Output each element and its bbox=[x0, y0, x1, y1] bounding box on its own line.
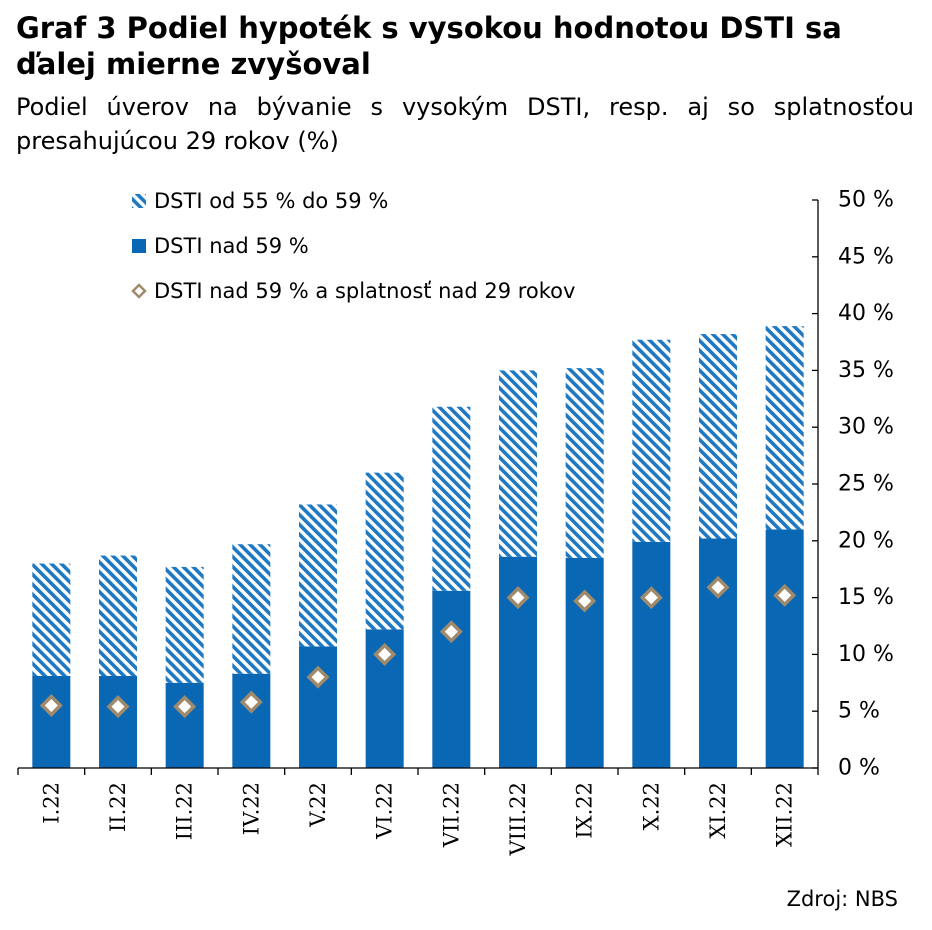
y-tick-label: 20 % bbox=[838, 528, 894, 553]
x-tick-label: III.22 bbox=[173, 782, 197, 840]
bar-dsti-55-59 bbox=[99, 555, 137, 676]
chart-subtitle: Podiel úverov na bývanie s vysokým DSTI,… bbox=[16, 93, 914, 155]
diamond-marker bbox=[706, 575, 730, 599]
y-tick-label: 40 % bbox=[838, 301, 894, 326]
y-tick-label: 15 % bbox=[838, 585, 894, 610]
legend-swatch-solid bbox=[132, 239, 146, 253]
diamond-marker bbox=[239, 690, 263, 714]
bar-dsti-55-59 bbox=[432, 406, 471, 591]
legend-label: DSTI od 55 % do 59 % bbox=[154, 189, 388, 213]
diamond-marker bbox=[573, 589, 597, 613]
diamond-marker bbox=[39, 694, 63, 717]
x-tick-label: II.22 bbox=[106, 782, 130, 832]
diamond-marker bbox=[639, 586, 663, 610]
legend: DSTI od 55 % do 59 % DSTI nad 59 % DSTI na… bbox=[131, 189, 575, 303]
diamond-marker bbox=[373, 642, 397, 666]
x-tick-label: VII.22 bbox=[439, 782, 463, 848]
x-tick-label: VI.22 bbox=[373, 782, 397, 840]
source-note: Zdroj: NBS bbox=[786, 887, 898, 911]
bar-dsti-over-59 bbox=[99, 675, 137, 768]
x-tick-label: I.22 bbox=[39, 782, 63, 824]
bar-dsti-55-59 bbox=[165, 566, 204, 683]
legend-label: DSTI nad 59 % bbox=[154, 234, 309, 258]
chart-title: Graf 3 Podiel hypoték s vysokou hodnotou… bbox=[16, 11, 842, 81]
x-tick-label: VIII.22 bbox=[506, 782, 530, 856]
bar-dsti-over-59 bbox=[632, 541, 671, 768]
x-tick-label: IV.22 bbox=[239, 782, 263, 835]
bar-dsti-55-59 bbox=[632, 339, 671, 542]
y-tick-label: 25 % bbox=[838, 472, 894, 497]
bar-dsti-over-59 bbox=[765, 529, 804, 768]
bar-dsti-over-59 bbox=[699, 538, 737, 768]
y-tick-label: 45 % bbox=[838, 244, 894, 269]
x-tick-label: IX.22 bbox=[573, 782, 597, 839]
diamond-marker bbox=[439, 620, 463, 644]
legend-swatch-hatched bbox=[132, 194, 146, 208]
diamond-marker bbox=[173, 695, 197, 719]
y-tick-label: 35 % bbox=[838, 358, 894, 383]
x-tick-label: X.22 bbox=[639, 782, 663, 830]
bar-dsti-over-59 bbox=[32, 675, 71, 768]
legend-label: DSTI nad 59 % a splatnosť nad 29 rokov bbox=[154, 279, 575, 303]
bar-dsti-55-59 bbox=[765, 326, 804, 530]
axes-group: I.22 II.22 III.22 IV.22 V.22 VI.22 VII.22 VIII.… bbox=[17, 188, 894, 856]
bar-dsti-55-59 bbox=[365, 472, 404, 630]
legend-item: DSTI od 55 % do 59 % bbox=[132, 189, 388, 213]
y-tick-label: 0 % bbox=[838, 756, 880, 781]
bar-dsti-55-59 bbox=[699, 334, 737, 539]
diamond-marker bbox=[506, 586, 530, 610]
legend-swatch-diamond bbox=[131, 283, 147, 299]
x-tick-label: XII.22 bbox=[773, 782, 797, 847]
diamond-marker bbox=[773, 583, 797, 607]
y-tick-label: 10 % bbox=[838, 642, 894, 667]
bar-dsti-55-59 bbox=[565, 368, 604, 558]
markers-group bbox=[39, 575, 797, 719]
diamond-marker bbox=[306, 665, 330, 689]
bar-dsti-over-59 bbox=[232, 673, 271, 768]
y-tick-label: 30 % bbox=[838, 415, 894, 440]
bar-dsti-over-59 bbox=[299, 646, 337, 768]
legend-item: DSTI nad 59 % bbox=[132, 234, 309, 258]
y-tick-label: 5 % bbox=[838, 699, 880, 724]
bar-dsti-over-59 bbox=[565, 557, 604, 768]
bar-dsti-over-59 bbox=[432, 590, 471, 768]
bars-group bbox=[32, 326, 804, 768]
bar-dsti-55-59 bbox=[232, 544, 271, 674]
bar-dsti-55-59 bbox=[32, 563, 71, 676]
bar-dsti-55-59 bbox=[299, 504, 337, 647]
x-tick-label: XI.22 bbox=[706, 782, 730, 839]
diamond-marker bbox=[106, 695, 130, 719]
bar-dsti-55-59 bbox=[499, 370, 537, 557]
y-tick-label: 50 % bbox=[838, 188, 894, 213]
x-tick-label: V.22 bbox=[306, 782, 330, 828]
legend-item: DSTI nad 59 % a splatnosť nad 29 rokov bbox=[131, 279, 575, 303]
